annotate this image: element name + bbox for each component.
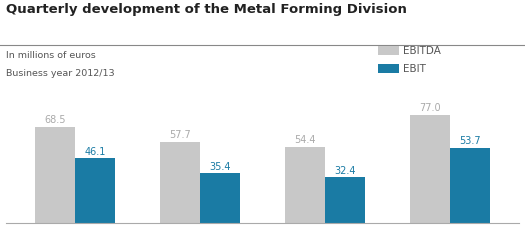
Bar bbox=[160, 142, 200, 223]
Text: In millions of euros: In millions of euros bbox=[6, 51, 96, 60]
Text: EBIT: EBIT bbox=[403, 64, 426, 74]
Bar bbox=[325, 178, 365, 223]
Text: 46.1: 46.1 bbox=[85, 147, 106, 157]
Text: 77.0: 77.0 bbox=[419, 104, 441, 113]
Bar bbox=[200, 173, 240, 223]
Text: Business year 2012/13: Business year 2012/13 bbox=[6, 69, 115, 78]
Text: Quarterly development of the Metal Forming Division: Quarterly development of the Metal Formi… bbox=[6, 3, 407, 16]
Bar bbox=[450, 148, 490, 223]
Text: 35.4: 35.4 bbox=[209, 162, 231, 172]
Text: EBITDA: EBITDA bbox=[403, 46, 441, 56]
Text: 53.7: 53.7 bbox=[459, 136, 481, 146]
Text: 54.4: 54.4 bbox=[294, 135, 316, 145]
Bar bbox=[285, 147, 325, 223]
Bar bbox=[75, 158, 115, 223]
Text: 68.5: 68.5 bbox=[44, 115, 66, 125]
Text: 32.4: 32.4 bbox=[334, 166, 356, 176]
Text: 57.7: 57.7 bbox=[169, 130, 191, 140]
Bar bbox=[410, 115, 450, 223]
Bar bbox=[35, 127, 75, 223]
